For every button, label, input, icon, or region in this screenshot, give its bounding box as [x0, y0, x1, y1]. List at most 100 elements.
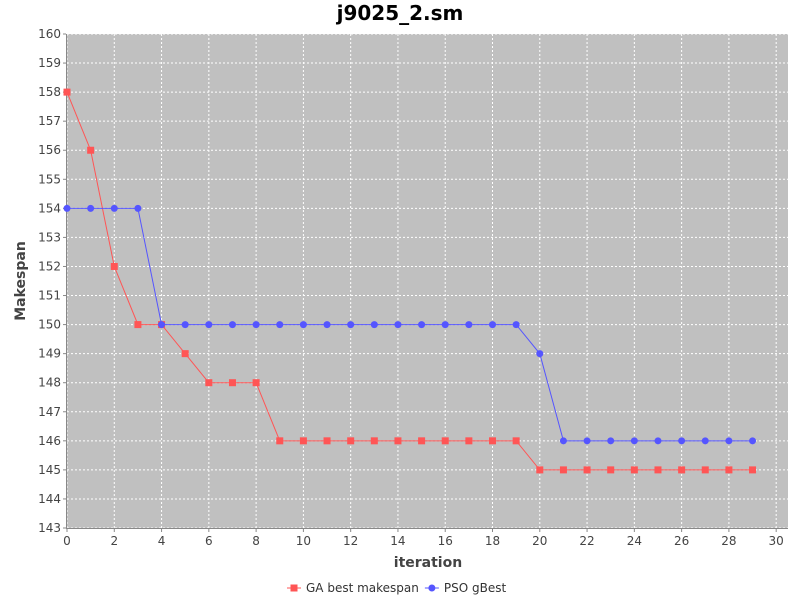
y-tick-label: 155	[38, 172, 61, 186]
data-point	[299, 321, 307, 329]
x-tick-label: 12	[343, 534, 358, 548]
y-tick-label: 152	[38, 259, 61, 273]
data-point	[512, 321, 520, 329]
y-tick-label: 149	[38, 347, 61, 361]
data-point	[347, 321, 355, 329]
data-point	[87, 204, 95, 212]
data-point	[654, 466, 662, 474]
y-tick-label: 154	[38, 201, 61, 215]
y-axis-label: Makespan	[13, 241, 29, 321]
data-point	[725, 466, 733, 474]
x-tick-label: 28	[721, 534, 736, 548]
data-point	[394, 437, 402, 445]
y-tick-label: 145	[38, 463, 61, 477]
series-line	[67, 207, 753, 442]
data-point	[465, 437, 473, 445]
data-point	[678, 437, 686, 445]
y-tick-label: 158	[38, 85, 61, 99]
legend-label: GA best makespan	[306, 581, 419, 595]
data-point	[181, 350, 189, 358]
data-point	[701, 466, 709, 474]
data-point	[418, 437, 426, 445]
data-point	[749, 437, 757, 445]
data-point	[512, 437, 520, 445]
data-point	[252, 379, 260, 387]
y-tick-label: 144	[38, 492, 61, 506]
data-point	[110, 262, 118, 270]
x-tick-label: 14	[390, 534, 405, 548]
data-point	[370, 437, 378, 445]
data-point	[252, 321, 260, 329]
data-point	[276, 321, 284, 329]
y-tick-label: 156	[38, 143, 61, 157]
data-point	[559, 437, 567, 445]
data-point	[87, 146, 95, 154]
y-tick-label: 147	[38, 405, 61, 419]
x-tick-label: 26	[674, 534, 689, 548]
grid-lines	[66, 33, 788, 529]
x-tick-label: 4	[158, 534, 166, 548]
data-point	[583, 437, 591, 445]
data-point	[583, 466, 591, 474]
data-point	[725, 437, 733, 445]
series-layer	[63, 88, 757, 474]
data-point	[678, 466, 686, 474]
x-tick-label: 20	[532, 534, 547, 548]
data-point	[536, 466, 544, 474]
y-tick-label: 150	[38, 318, 61, 332]
data-point	[394, 321, 402, 329]
data-point	[441, 321, 449, 329]
x-tick-label: 16	[438, 534, 453, 548]
data-point	[441, 437, 449, 445]
x-tick-label: 6	[205, 534, 213, 548]
data-point	[158, 321, 166, 329]
y-tick-label: 160	[38, 27, 61, 41]
y-tick-label: 157	[38, 114, 61, 128]
data-point	[749, 466, 757, 474]
data-point	[323, 321, 331, 329]
data-point	[370, 321, 378, 329]
axes: 1431441451461471481491501511521531541551…	[38, 27, 788, 548]
x-axis-label: iteration	[394, 555, 462, 571]
data-point	[559, 466, 567, 474]
plot-area	[67, 34, 788, 528]
x-tick-label: 22	[579, 534, 594, 548]
data-point	[323, 437, 331, 445]
data-point	[630, 466, 638, 474]
chart-title: j9025_2.sm	[336, 1, 464, 25]
x-tick-label: 8	[252, 534, 260, 548]
y-tick-label: 148	[38, 376, 61, 390]
data-point	[181, 321, 189, 329]
legend: GA best makespan PSO gBest	[287, 581, 506, 595]
data-point	[489, 321, 497, 329]
y-tick-label: 159	[38, 56, 61, 70]
x-tick-label: 30	[769, 534, 784, 548]
data-point	[228, 321, 236, 329]
x-tick-label: 2	[110, 534, 118, 548]
series-1	[63, 88, 757, 474]
series-2	[63, 204, 757, 445]
data-point	[607, 437, 615, 445]
data-point	[607, 466, 615, 474]
data-point	[701, 437, 709, 445]
legend-item: PSO gBest	[424, 581, 507, 595]
y-tick-label: 153	[38, 230, 61, 244]
data-point	[63, 88, 71, 96]
series-line	[66, 91, 753, 471]
data-point	[489, 437, 497, 445]
x-tick-label: 0	[63, 534, 71, 548]
data-point	[134, 204, 142, 212]
data-point	[228, 379, 236, 387]
data-point	[299, 437, 307, 445]
data-point	[418, 321, 426, 329]
data-point	[205, 321, 213, 329]
x-tick-label: 10	[296, 534, 311, 548]
data-point	[630, 437, 638, 445]
data-point	[63, 204, 71, 212]
data-point	[110, 204, 118, 212]
data-point	[347, 437, 355, 445]
legend-marker	[428, 584, 436, 592]
legend-item: GA best makespan	[287, 581, 419, 595]
legend-label: PSO gBest	[444, 581, 507, 595]
